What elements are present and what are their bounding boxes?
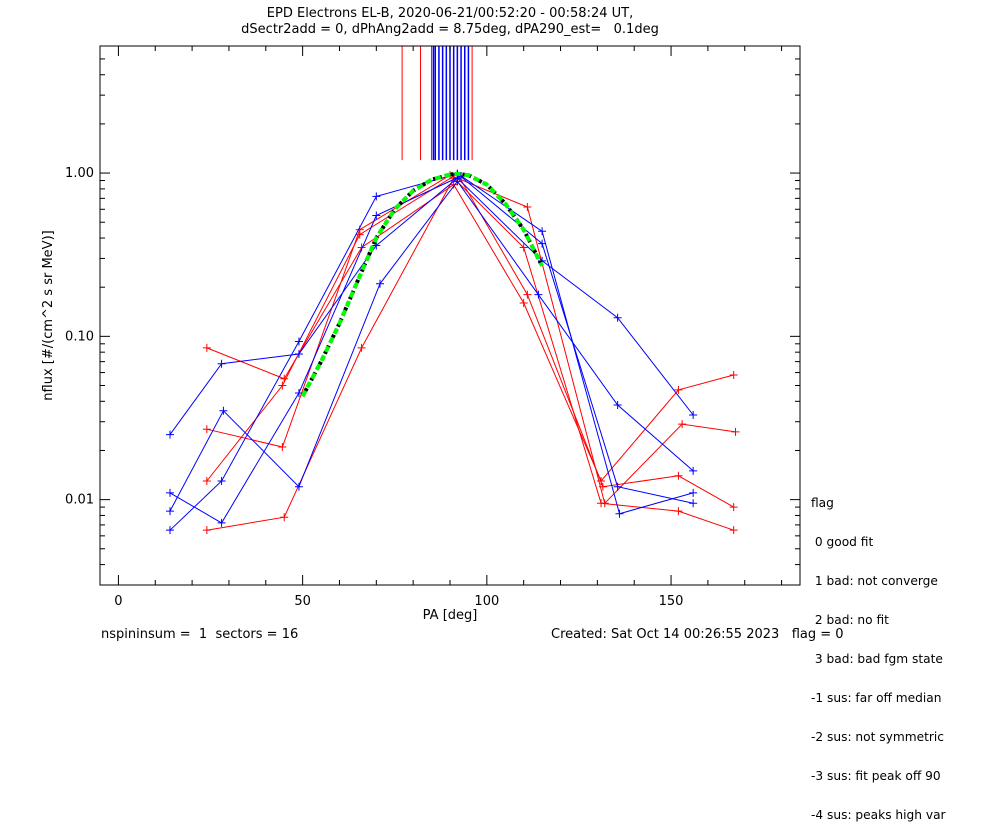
data-point — [689, 488, 698, 497]
data-point — [357, 343, 366, 352]
y-tick-label: 1.00 — [65, 166, 94, 181]
data-point — [674, 385, 683, 394]
data-point — [217, 359, 226, 368]
x-tick-label: 100 — [474, 594, 499, 609]
data-point — [689, 499, 698, 508]
fit-curve-layer — [300, 171, 544, 398]
fit-curve-green — [300, 171, 544, 398]
legend-item: -2 sus: not symmetric — [811, 730, 944, 744]
legend-title: flag — [811, 496, 834, 510]
data-point — [219, 406, 228, 415]
legend-item: 0 good fit — [811, 535, 874, 549]
x-tick-label: 150 — [659, 594, 684, 609]
data-point — [615, 509, 624, 518]
series-line — [206, 177, 734, 531]
footer-created: Created: Sat Oct 14 00:26:55 2023 flag =… — [551, 627, 844, 642]
legend-item: 3 bad: bad fgm state — [811, 652, 943, 666]
footer-info: nspininsum = 1 sectors = 16 — [101, 627, 299, 642]
chart: 0 50 100 150 0.01 0.10 1.00 PA [deg] nflux [#/(c… — [41, 45, 801, 623]
data-point — [613, 400, 622, 409]
series-line — [206, 183, 734, 482]
data-point — [278, 443, 287, 452]
data-point — [294, 337, 303, 346]
data-point — [166, 430, 174, 439]
chart-title: EPD Electrons EL-B, 2020-06-21/00:52:20 … — [266, 6, 634, 21]
data-point — [217, 477, 226, 486]
data-point — [202, 477, 211, 486]
data-point — [523, 202, 532, 211]
series-line — [206, 173, 734, 508]
data-point — [534, 290, 543, 299]
axes-layer: 0 50 100 150 0.01 0.10 1.00 PA [deg] nflux [#/(c… — [41, 45, 800, 623]
data-point — [689, 410, 698, 419]
series-layer — [166, 46, 740, 535]
series-line — [206, 174, 736, 505]
data-point — [538, 227, 547, 236]
chart-subtitle: dSectr2add = 0, dPhAng2add = 8.75deg, dP… — [241, 22, 659, 37]
data-point — [166, 507, 174, 516]
legend-item: 1 bad: not converge — [811, 574, 938, 588]
series-line — [169, 173, 694, 531]
data-point — [453, 177, 462, 186]
series-line — [169, 175, 694, 524]
data-point — [202, 343, 211, 352]
data-point — [689, 466, 698, 475]
data-point — [294, 349, 303, 358]
x-tick-label: 0 — [114, 594, 122, 609]
data-point — [613, 313, 622, 322]
flag-legend: flag 0 good fit 1 bad: not converge 2 ba… — [811, 471, 946, 835]
data-point — [294, 388, 303, 397]
data-point — [217, 518, 226, 527]
data-point — [729, 526, 738, 535]
legend-item: 2 bad: no fit — [811, 613, 889, 627]
data-point — [519, 299, 528, 308]
data-point — [202, 425, 211, 434]
data-point — [674, 507, 683, 516]
data-point — [280, 513, 289, 522]
legend-item: -1 sus: far off median — [811, 691, 942, 705]
data-point — [372, 211, 381, 220]
data-point — [523, 290, 532, 299]
data-point — [538, 239, 547, 248]
data-point — [674, 471, 683, 480]
series-line — [169, 177, 694, 435]
y-axis-label: nflux [#/(cm^2 s sr MeV)] — [41, 230, 56, 400]
data-point — [729, 503, 738, 512]
data-point — [372, 192, 381, 201]
data-point — [729, 370, 738, 379]
data-point — [519, 243, 528, 252]
data-point — [166, 488, 174, 497]
x-axis-label: PA [deg] — [423, 608, 478, 623]
data-point — [600, 499, 609, 508]
series-line — [169, 180, 694, 512]
data-point — [202, 526, 211, 535]
legend-item: -3 sus: fit peak off 90 — [811, 769, 941, 783]
data-point — [166, 526, 174, 535]
legend-item: -4 sus: peaks high var — [811, 808, 946, 822]
data-point — [613, 482, 622, 491]
y-tick-label: 0.10 — [65, 329, 94, 344]
data-point — [278, 381, 287, 390]
data-point — [678, 420, 687, 429]
data-point — [280, 374, 289, 383]
x-tick-label: 50 — [294, 594, 311, 609]
data-point — [376, 279, 384, 288]
data-point — [294, 482, 303, 491]
data-point — [731, 427, 740, 436]
y-tick-label: 0.01 — [65, 493, 94, 508]
